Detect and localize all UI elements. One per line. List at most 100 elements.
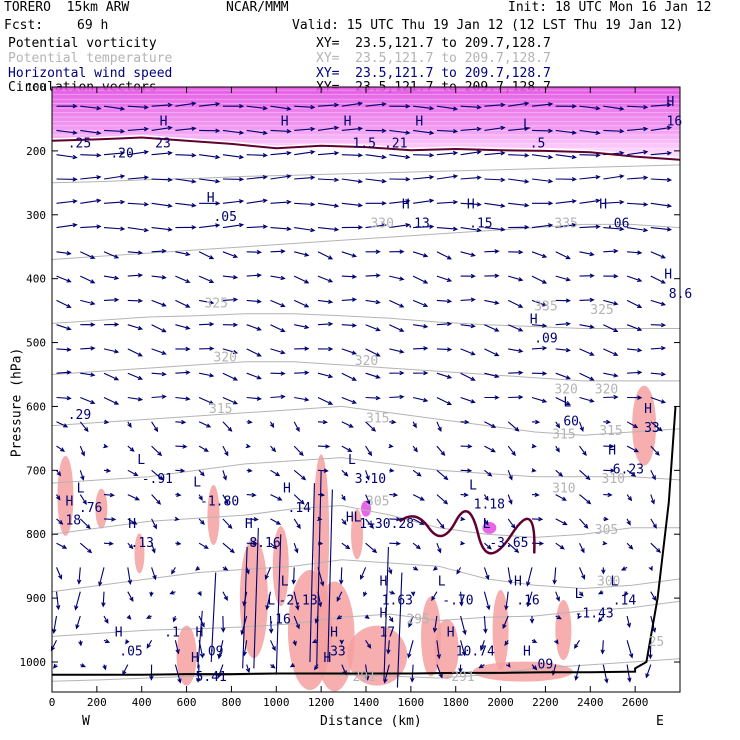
wind-vector xyxy=(127,149,150,156)
extremum-label: H xyxy=(128,517,136,532)
updraft-vector xyxy=(210,572,217,663)
wind-vector xyxy=(56,370,72,375)
updraft-vector xyxy=(383,546,389,682)
wind-vector xyxy=(389,129,411,135)
extremum-label: H xyxy=(523,645,531,660)
wind-vector xyxy=(508,153,530,158)
y-tick-label: 1000 xyxy=(20,656,47,669)
wind-vector xyxy=(508,225,530,230)
wind-vector xyxy=(172,615,177,623)
extremum-label: 5.41 xyxy=(196,670,227,685)
wind-vector xyxy=(56,542,68,549)
wind-vector xyxy=(508,249,524,255)
theta-contour-315 xyxy=(51,405,681,436)
wind-vector xyxy=(483,518,489,526)
wind-vector xyxy=(341,153,364,158)
theta-label: 320 xyxy=(554,383,577,398)
extremum-label: L xyxy=(563,395,571,410)
wind-vector xyxy=(436,494,449,505)
wind-vector xyxy=(365,470,370,481)
wind-vector xyxy=(507,324,524,332)
wind-vector xyxy=(270,150,292,156)
wind-vector xyxy=(579,324,595,329)
wind-vector xyxy=(151,125,173,131)
wind-vector xyxy=(436,275,453,282)
wind-vector xyxy=(626,615,632,629)
wind-vector xyxy=(436,542,442,554)
extremum-label: L xyxy=(281,574,289,589)
x-axis-west-label: W xyxy=(82,714,90,729)
wind-vector xyxy=(365,102,387,107)
wind-vector xyxy=(270,275,286,281)
wind-vector xyxy=(460,540,466,546)
wind-vector xyxy=(175,178,197,184)
wind-vector xyxy=(341,178,364,184)
wind-vector xyxy=(270,249,286,254)
wind-vector xyxy=(365,639,372,649)
wind-vector xyxy=(151,371,167,377)
wind-vector xyxy=(554,639,559,645)
wind-vector xyxy=(294,202,316,207)
theta-label: 325 xyxy=(590,303,613,318)
wind-vector xyxy=(146,640,153,649)
wind-vector xyxy=(56,251,72,256)
extremum-label: 33 xyxy=(644,421,660,436)
wind-vector xyxy=(555,177,577,182)
extremum-label: H xyxy=(115,625,123,640)
x-tick-label: 2200 xyxy=(532,696,559,709)
wind-vector xyxy=(171,567,176,575)
wind-vector xyxy=(294,396,310,402)
wind-vector xyxy=(198,251,215,260)
wind-vector xyxy=(601,567,606,575)
wind-vector xyxy=(80,346,96,351)
extremum-label: 23 xyxy=(155,137,171,152)
extremum-label: .09 xyxy=(534,332,557,347)
wind-vector xyxy=(531,154,554,160)
wind-vector xyxy=(389,324,405,332)
terrain-profile xyxy=(52,406,677,676)
wind-vector xyxy=(526,567,533,587)
wind-vector xyxy=(483,567,490,581)
updraft-vector xyxy=(309,483,315,663)
extremum-label: L xyxy=(137,453,145,468)
wind-vector xyxy=(505,662,511,668)
wind-vector xyxy=(341,396,357,404)
wind-vector xyxy=(199,101,221,107)
wind-vector xyxy=(341,323,358,328)
wind-vector xyxy=(293,494,305,505)
wind-vector xyxy=(436,421,442,433)
wind-vector xyxy=(365,299,381,305)
wind-vector xyxy=(56,445,66,452)
wind-vector xyxy=(460,396,476,404)
wind-vector xyxy=(484,299,500,305)
extremum-label: .21 xyxy=(384,137,407,152)
pv-low-level-anomaly xyxy=(555,600,572,661)
wind-vector xyxy=(645,664,652,679)
wind-vector xyxy=(555,104,577,109)
wind-vector xyxy=(365,128,387,133)
wind-vector xyxy=(98,567,105,587)
wind-vector xyxy=(341,297,358,302)
theta-label: 300 xyxy=(597,574,620,589)
model-title: TORERO 15km ARW xyxy=(4,0,130,15)
wind-vector xyxy=(175,251,191,257)
wind-vector xyxy=(555,321,571,327)
wind-vector xyxy=(436,664,443,679)
wind-vector xyxy=(151,518,157,530)
wind-vector xyxy=(531,443,537,449)
y-tick-label: 100 xyxy=(26,81,46,94)
wind-vector xyxy=(246,324,262,331)
wind-vector xyxy=(412,469,422,477)
wind-vector xyxy=(627,395,643,400)
wind-vector xyxy=(175,492,182,498)
wind-vector xyxy=(199,346,215,351)
extremum-label: H xyxy=(379,606,387,621)
legend-wind-xy: XY= 23.5,121.7 to 209.7,128.7 xyxy=(316,66,551,81)
wind-vector xyxy=(388,567,393,575)
wind-vector xyxy=(460,104,482,110)
wind-vector xyxy=(270,394,286,399)
wind-vector xyxy=(531,638,538,643)
wind-vector xyxy=(127,567,133,585)
wind-vector xyxy=(507,445,516,457)
wind-vector xyxy=(127,421,132,429)
